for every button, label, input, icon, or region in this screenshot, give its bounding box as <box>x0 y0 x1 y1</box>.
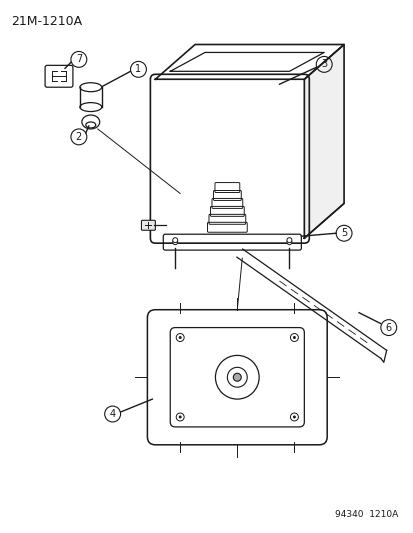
Text: 21M-1210A: 21M-1210A <box>11 15 82 28</box>
Circle shape <box>172 238 177 243</box>
Circle shape <box>286 240 291 245</box>
Circle shape <box>178 336 181 339</box>
Text: 5: 5 <box>340 228 347 238</box>
Text: 2: 2 <box>76 132 82 142</box>
Polygon shape <box>304 44 343 238</box>
Circle shape <box>233 373 241 381</box>
Circle shape <box>292 416 295 418</box>
Text: 7: 7 <box>76 54 82 64</box>
Text: 1: 1 <box>135 64 141 74</box>
Circle shape <box>286 238 291 243</box>
Text: 94340  1210A: 94340 1210A <box>335 510 398 519</box>
Circle shape <box>292 336 295 339</box>
Text: 3: 3 <box>320 59 327 69</box>
Circle shape <box>172 240 177 245</box>
Circle shape <box>178 416 181 418</box>
FancyBboxPatch shape <box>141 220 155 230</box>
Text: 4: 4 <box>109 409 115 419</box>
Text: 6: 6 <box>385 322 391 333</box>
